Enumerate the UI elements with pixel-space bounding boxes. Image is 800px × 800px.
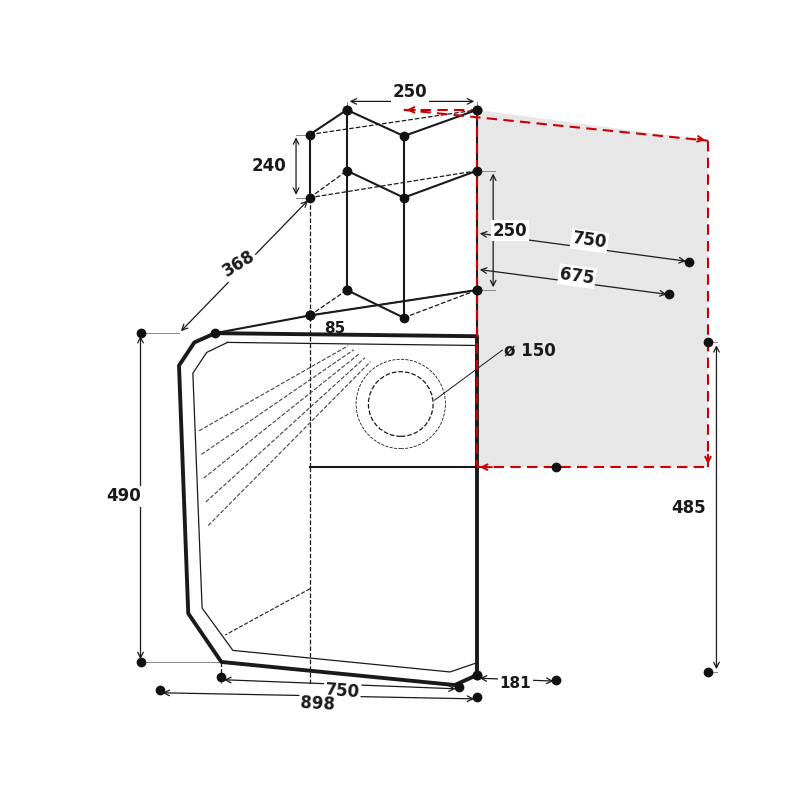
Text: 250: 250: [493, 222, 527, 240]
Text: 368: 368: [220, 247, 258, 281]
Text: 898: 898: [300, 694, 335, 714]
Text: ø 150: ø 150: [504, 341, 556, 359]
Text: 85: 85: [324, 321, 345, 336]
Text: 750: 750: [571, 230, 608, 252]
Text: 485: 485: [671, 499, 706, 517]
Text: 240: 240: [252, 157, 287, 175]
Polygon shape: [179, 333, 477, 685]
Polygon shape: [477, 110, 708, 467]
Text: 250: 250: [393, 83, 427, 102]
Text: 490: 490: [106, 487, 141, 506]
Text: 750: 750: [324, 681, 360, 702]
Text: 181: 181: [500, 676, 531, 691]
Text: 675: 675: [558, 265, 595, 287]
